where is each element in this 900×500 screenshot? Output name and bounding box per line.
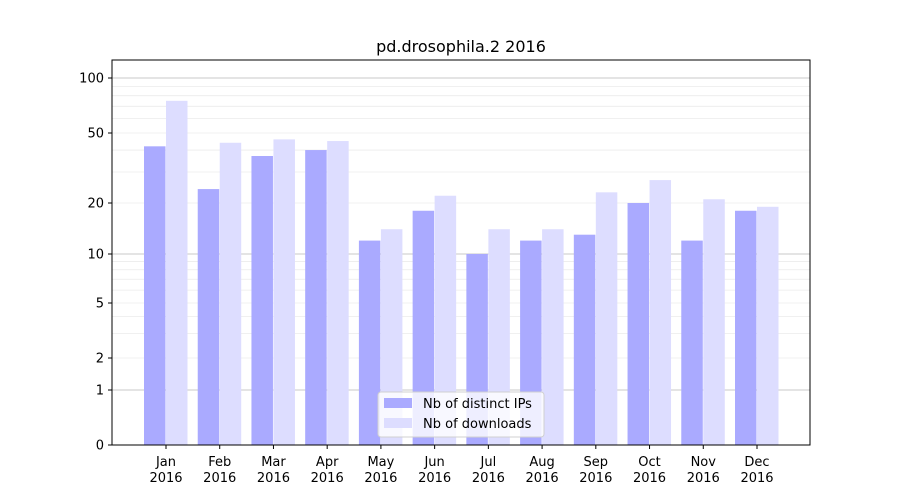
y-axis: 0 1 2 5 10 20 50 100 <box>79 72 112 454</box>
x-tick-label: Oct 2016 <box>633 455 666 486</box>
y-tick-label: 10 <box>87 248 104 263</box>
x-tick-label: Jul 2016 <box>472 455 505 486</box>
legend-box <box>377 391 545 438</box>
bar-downloads <box>327 141 349 445</box>
x-tick-label: Nov 2016 <box>687 455 720 486</box>
bar-downloads <box>273 139 295 445</box>
bar-ips <box>627 203 650 445</box>
chart-title: pd.drosophila.2 2016 <box>376 37 546 56</box>
legend: Nb of distinct IPs Nb of downloads <box>377 391 545 438</box>
bar-downloads <box>542 229 564 445</box>
bar-ips <box>412 210 435 445</box>
bar-downloads <box>595 192 618 445</box>
legend-swatch <box>384 398 412 408</box>
bar-ips <box>358 240 381 445</box>
bar-ips <box>144 146 166 446</box>
y-tick-label: 0 <box>96 439 104 454</box>
x-tick-label: Apr 2016 <box>311 455 344 486</box>
bars <box>144 100 779 446</box>
x-tick-label: Feb 2016 <box>203 455 236 486</box>
bar-ips <box>305 150 327 445</box>
bar-ips <box>573 234 596 445</box>
bar-ips <box>681 240 703 445</box>
legend-swatch <box>384 418 412 428</box>
y-tick-label: 100 <box>79 72 104 87</box>
bar-downloads <box>649 180 672 445</box>
x-tick-label: Jan 2016 <box>149 455 182 486</box>
x-tick-label: Aug 2016 <box>526 455 559 486</box>
bar-downloads <box>703 199 725 445</box>
x-tick-label: Mar 2016 <box>257 455 290 486</box>
bar-downloads <box>380 229 403 445</box>
bar-ips <box>251 156 273 445</box>
x-tick-label: May 2016 <box>364 455 397 486</box>
y-tick-label: 50 <box>87 127 104 142</box>
bar-downloads <box>757 206 779 445</box>
plot-frame <box>111 59 811 446</box>
y-tick-label: 5 <box>96 297 104 312</box>
x-tick-label: Jun 2016 <box>418 455 451 486</box>
y-tick-label: 20 <box>87 197 104 212</box>
bar-downloads <box>219 142 242 446</box>
bar-downloads <box>434 195 457 445</box>
y-tick-label: 2 <box>96 352 104 367</box>
y-tick-label: 1 <box>96 384 104 399</box>
legend-label: Nb of downloads <box>423 417 532 432</box>
bar-ips <box>735 210 757 445</box>
bar-downloads <box>166 100 188 446</box>
legend-label: Nb of distinct IPs <box>423 397 532 412</box>
x-axis: Jan 2016 Feb 2016 Mar 2016 Apr 2016 May 2016 Jun 20… <box>149 445 774 486</box>
bar-downloads <box>488 229 510 445</box>
x-tick-label: Dec 2016 <box>740 455 773 486</box>
x-tick-label: Sep 2016 <box>579 455 612 486</box>
bar-ips <box>197 189 220 445</box>
